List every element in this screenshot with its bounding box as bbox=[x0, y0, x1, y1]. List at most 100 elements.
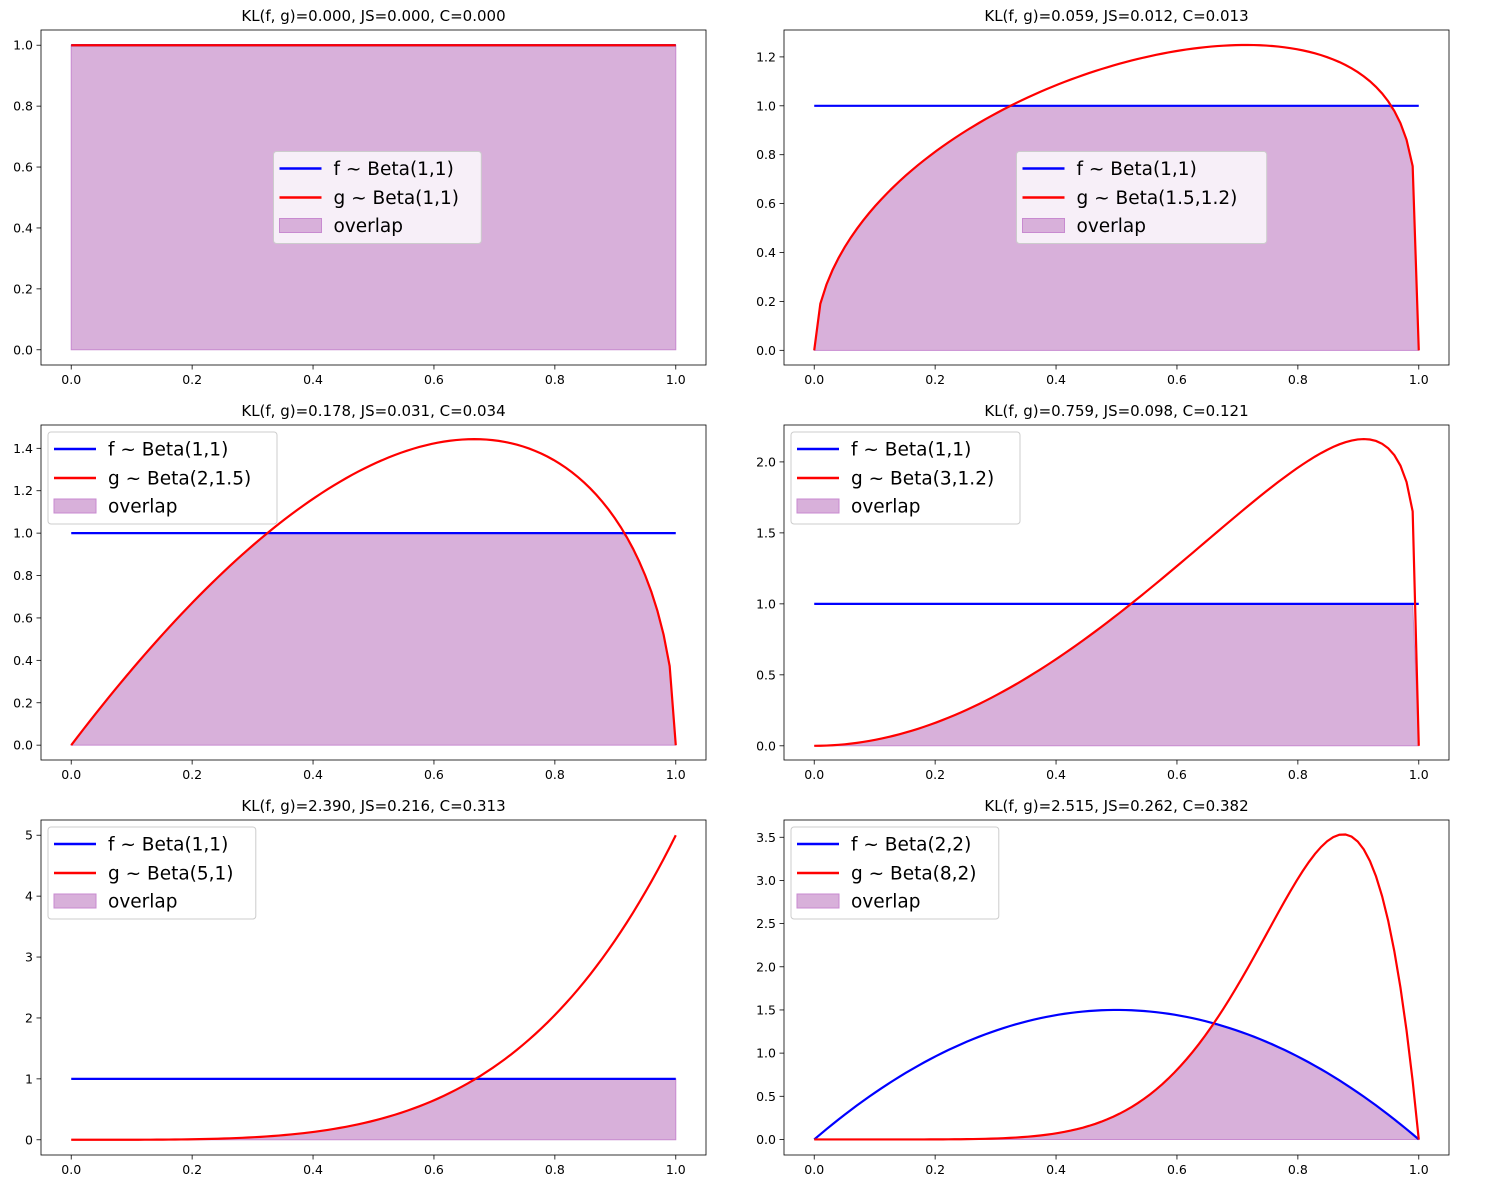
y-tick-label: 0.0 bbox=[756, 343, 776, 358]
y-tick-label: 5 bbox=[25, 828, 33, 843]
y-tick-label: 0 bbox=[25, 1132, 33, 1147]
x-tick-label: 0.2 bbox=[182, 767, 202, 782]
legend-g-label: g ~ Beta(1.5,1.2) bbox=[1077, 188, 1238, 209]
x-tick-label: 0.8 bbox=[545, 1162, 565, 1177]
y-tick-label: 0.4 bbox=[756, 245, 776, 260]
y-tick-label: 1.0 bbox=[756, 1046, 776, 1061]
legend: f ~ Beta(1,1) g ~ Beta(3,1.2) overlap bbox=[790, 431, 1021, 525]
x-tick-label: 0.8 bbox=[1288, 1162, 1308, 1177]
y-tick-label: 1.0 bbox=[756, 596, 776, 611]
x-tick-label: 0.0 bbox=[61, 372, 81, 387]
x-tick-label: 0.4 bbox=[1046, 1162, 1066, 1177]
legend-overlap-swatch bbox=[796, 498, 840, 514]
y-tick-label: 0.6 bbox=[13, 160, 33, 175]
x-tick-label: 0.4 bbox=[303, 1162, 323, 1177]
legend-overlap-label: overlap bbox=[1077, 216, 1146, 237]
x-tick-label: 0.4 bbox=[303, 767, 323, 782]
legend-box bbox=[790, 431, 1021, 525]
y-tick-label: 1.4 bbox=[13, 441, 33, 456]
legend-box bbox=[1016, 151, 1268, 244]
y-tick-label: 1.0 bbox=[13, 526, 33, 541]
x-tick-label: 0.6 bbox=[1167, 1162, 1187, 1177]
x-tick-label: 0.8 bbox=[545, 372, 565, 387]
legend-overlap-label: overlap bbox=[851, 497, 920, 518]
panel-title: KL(f, g)=2.515, JS=0.262, C=0.382 bbox=[984, 797, 1248, 815]
y-tick-label: 0.2 bbox=[756, 294, 776, 309]
overlap-area bbox=[814, 1023, 1421, 1140]
y-tick-label: 0.4 bbox=[13, 653, 33, 668]
x-tick-label: 0.4 bbox=[303, 372, 323, 387]
x-tick-label: 0.8 bbox=[1288, 767, 1308, 782]
x-tick-label: 0.0 bbox=[804, 767, 824, 782]
y-tick-label: 0.0 bbox=[13, 342, 33, 357]
y-tick-label: 1.2 bbox=[13, 483, 33, 498]
y-tick-label: 0.6 bbox=[756, 196, 776, 211]
legend-overlap-swatch bbox=[53, 893, 97, 909]
x-tick-label: 0.6 bbox=[1167, 767, 1187, 782]
legend-box bbox=[790, 826, 1000, 920]
legend-overlap-label: overlap bbox=[108, 892, 177, 913]
x-tick-label: 1.0 bbox=[1409, 767, 1429, 782]
axes-frame bbox=[783, 424, 1450, 761]
legend-g-label: g ~ Beta(2,1.5) bbox=[108, 469, 251, 490]
y-tick-label: 3.5 bbox=[756, 830, 776, 845]
axes-frame bbox=[783, 29, 1450, 366]
legend-box bbox=[47, 826, 257, 920]
y-tick-label: 2.0 bbox=[756, 959, 776, 974]
y-tick-label: 1.0 bbox=[13, 38, 33, 53]
panel-title: KL(f, g)=0.759, JS=0.098, C=0.121 bbox=[984, 402, 1248, 420]
x-tick-label: 0.6 bbox=[1167, 372, 1187, 387]
y-tick-label: 1.5 bbox=[756, 1002, 776, 1017]
legend-overlap-label: overlap bbox=[851, 892, 920, 913]
g-density-line bbox=[814, 833, 1420, 1141]
x-tick-label: 0.8 bbox=[1288, 372, 1308, 387]
x-tick-label: 0.2 bbox=[925, 372, 945, 387]
y-tick-label: 0.8 bbox=[13, 568, 33, 583]
legend: f ~ Beta(1,1) g ~ Beta(1.5,1.2) overlap bbox=[1016, 151, 1268, 244]
legend-overlap-swatch bbox=[53, 498, 97, 514]
panel-title: KL(f, g)=0.000, JS=0.000, C=0.000 bbox=[241, 7, 505, 25]
legend-f-label: f ~ Beta(1,1) bbox=[1077, 159, 1197, 180]
x-tick-label: 0.2 bbox=[182, 1162, 202, 1177]
y-tick-label: 0.0 bbox=[756, 738, 776, 753]
x-tick-label: 1.0 bbox=[1409, 1162, 1429, 1177]
x-tick-label: 1.0 bbox=[1409, 372, 1429, 387]
legend-overlap-swatch bbox=[279, 218, 322, 233]
legend-g-label: g ~ Beta(8,2) bbox=[851, 864, 977, 885]
legend-overlap-label: overlap bbox=[108, 497, 177, 518]
x-tick-label: 0.0 bbox=[804, 1162, 824, 1177]
axes-frame bbox=[40, 424, 707, 761]
x-tick-label: 0.2 bbox=[925, 767, 945, 782]
y-tick-label: 1.2 bbox=[756, 49, 776, 64]
x-tick-label: 0.0 bbox=[804, 372, 824, 387]
panel-1: 0.0 0.2 0.4 0.6 0.8 1.0 0.0 0.2 0.4 0.6 0.8 1.0 KL(f… bbox=[13, 7, 707, 387]
legend-overlap-swatch bbox=[796, 893, 840, 909]
panel-6: 0.0 0.2 0.4 0.6 0.8 1.0 0.0 0.5 1.0 1.5 2.0 2.5 3.0 3… bbox=[756, 797, 1450, 1177]
panel-title: KL(f, g)=0.178, JS=0.031, C=0.034 bbox=[241, 402, 505, 420]
y-tick-label: 1 bbox=[25, 1071, 33, 1086]
y-tick-label: 0.0 bbox=[13, 738, 33, 753]
legend: f ~ Beta(1,1) g ~ Beta(1,1) overlap bbox=[273, 151, 482, 244]
y-tick-label: 0.6 bbox=[13, 610, 33, 625]
y-tick-label: 1.5 bbox=[756, 525, 776, 540]
x-tick-label: 0.0 bbox=[61, 1162, 81, 1177]
x-tick-label: 0.2 bbox=[925, 1162, 945, 1177]
overlap-area bbox=[71, 1078, 677, 1141]
legend-f-label: f ~ Beta(1,1) bbox=[334, 159, 454, 180]
x-tick-label: 0.2 bbox=[182, 372, 202, 387]
panel-4: 0.0 0.2 0.4 0.6 0.8 1.0 0.0 0.5 1.0 1.5 2.0 KL(f, g… bbox=[756, 402, 1450, 782]
legend: f ~ Beta(1,1) g ~ Beta(5,1) overlap bbox=[47, 826, 257, 920]
x-tick-label: 0.6 bbox=[424, 372, 444, 387]
legend-g-label: g ~ Beta(1,1) bbox=[334, 188, 460, 209]
legend-f-label: f ~ Beta(1,1) bbox=[851, 440, 971, 461]
legend-f-label: f ~ Beta(1,1) bbox=[108, 835, 228, 856]
y-tick-label: 3 bbox=[25, 950, 33, 965]
g-density-line bbox=[71, 834, 677, 1141]
x-tick-label: 0.6 bbox=[424, 767, 444, 782]
x-tick-label: 0.6 bbox=[424, 1162, 444, 1177]
panel-2: 0.0 0.2 0.4 0.6 0.8 1.0 0.0 0.2 0.4 0.6 0.8 1.0 1.2 K… bbox=[756, 7, 1450, 387]
axes-frame bbox=[40, 29, 707, 366]
y-tick-label: 2.0 bbox=[756, 454, 776, 469]
y-tick-label: 0.8 bbox=[13, 99, 33, 114]
